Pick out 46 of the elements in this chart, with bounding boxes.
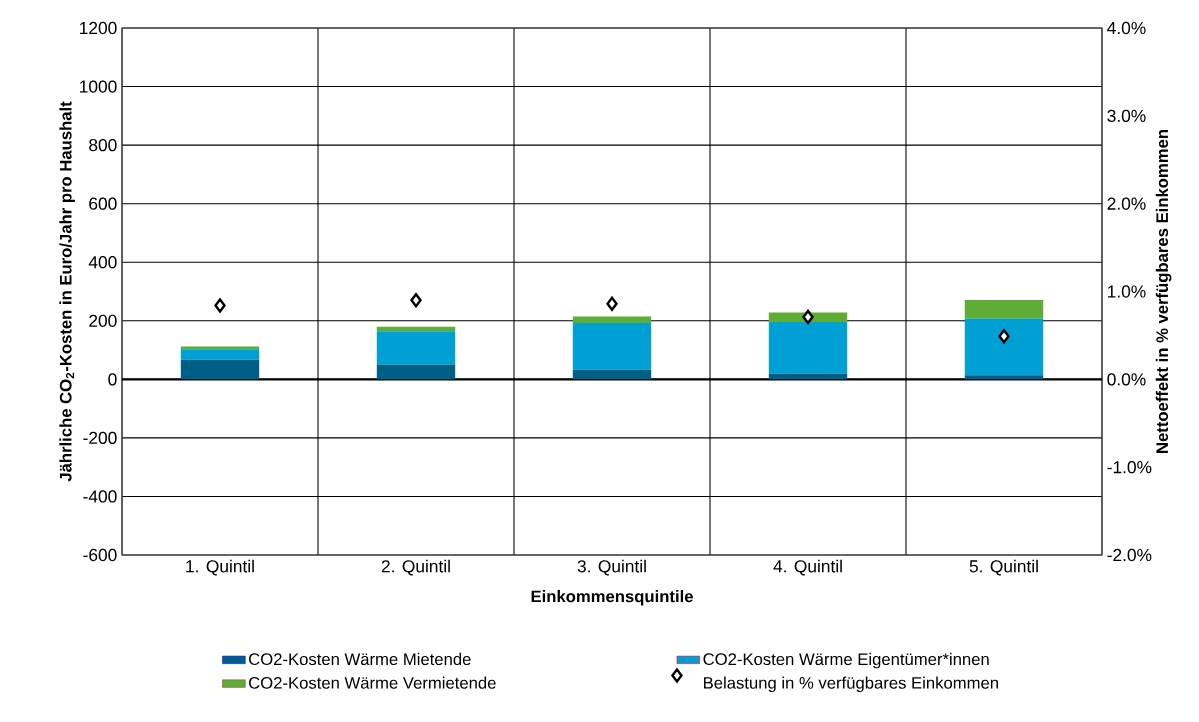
y-tick-label: -200 (83, 431, 117, 445)
point (410, 293, 422, 308)
y-tick-label: -600 (83, 548, 117, 562)
point (998, 329, 1010, 344)
bar (376, 331, 456, 365)
bar (572, 316, 652, 324)
y2-tick-label: -2.0% (1107, 548, 1152, 562)
x-tick-label: 2. Quintil (381, 559, 450, 576)
y-tick-label: 200 (89, 314, 117, 327)
y2-tick-label: -1.0% (1107, 461, 1152, 474)
y2-tick-label: 1.0% (1108, 285, 1146, 298)
bar (180, 349, 260, 360)
x-axis-title: Einkommensquintile (531, 590, 693, 606)
point (214, 298, 226, 313)
y-tick-label: 0 (108, 373, 117, 386)
bar (572, 369, 652, 380)
bar (964, 375, 1044, 380)
bar (768, 373, 848, 380)
bar (964, 299, 1044, 319)
x-tick-label: 4. Quintil (773, 559, 842, 576)
y2-tick-label: 3.0% (1107, 109, 1146, 122)
legend-label: CO2-Kosten Wärme Eigentümer*innen (703, 652, 989, 669)
x-tick-label: 1. Quintil (186, 559, 254, 576)
bar (572, 323, 652, 370)
y-tick-label: 1000 (80, 80, 117, 93)
bar (180, 359, 260, 380)
y-tick-label: -400 (83, 490, 117, 503)
legend-label: CO2-Kosten Wärme Mietende (249, 652, 471, 666)
y2-tick-label: 4.0% (1107, 21, 1146, 35)
x-tick-label: 3. Quintil (577, 559, 646, 576)
x-tick-label: 5. Quintil (969, 559, 1038, 576)
legend-label: Belastung in % verfügbares Einkommen (704, 676, 998, 693)
y-tick-label: 800 (89, 138, 117, 152)
bar (964, 318, 1044, 376)
y2-tick-label: 2.0% (1107, 197, 1146, 210)
y2-tick-label: 0.0% (1107, 373, 1146, 386)
bar (768, 321, 848, 374)
point (606, 296, 618, 311)
y-tick-label: 600 (89, 197, 117, 210)
y-tick-label: 400 (88, 256, 117, 269)
y2-axis-title: Nettoeffekt in % verfügbares Einkommen (1155, 130, 1172, 453)
point (802, 309, 814, 325)
y-axis-title: Jährliche CO$_{2}$-Kosten in Euro/Jahr pro Haushalt (59, 101, 75, 482)
legend-label: CO2-Kosten Wärme Vermietende (249, 676, 496, 689)
y-tick-label: 1200 (80, 21, 117, 35)
bar (376, 364, 456, 380)
